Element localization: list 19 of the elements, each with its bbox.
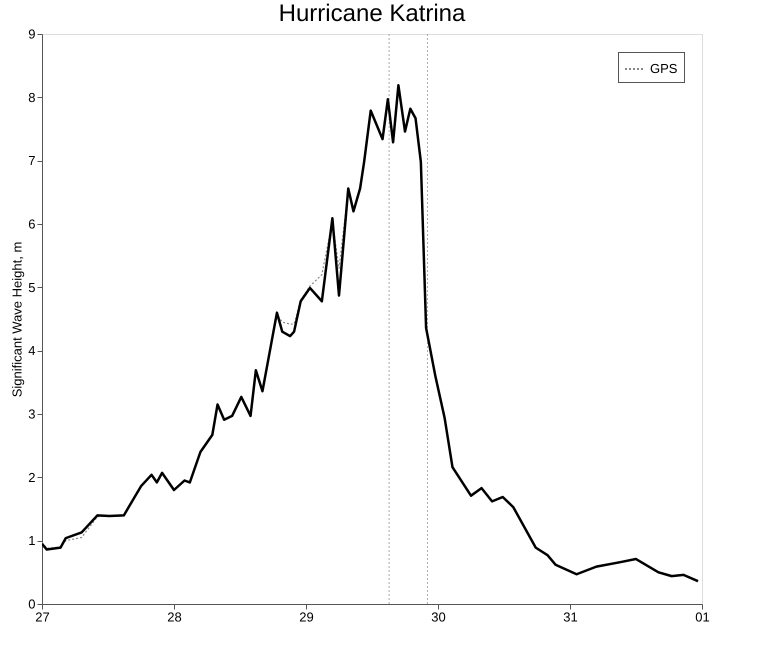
y-tick-label: 6 bbox=[28, 216, 36, 232]
x-tick-label: 27 bbox=[35, 610, 50, 624]
legend-label: GPS bbox=[650, 61, 678, 76]
y-tick-label: 9 bbox=[28, 26, 36, 42]
y-tick-label: 7 bbox=[28, 153, 36, 168]
x-tick-label: 01 bbox=[695, 610, 710, 624]
y-tick-label: 5 bbox=[28, 280, 36, 295]
y-tick-label: 0 bbox=[28, 596, 36, 612]
y-tick-label: 2 bbox=[28, 470, 36, 485]
x-tick-label: 29 bbox=[299, 610, 314, 624]
x-tick-label: 28 bbox=[167, 610, 182, 624]
y-axis-title: Significant Wave Height, m bbox=[9, 242, 24, 398]
chart-title: Hurricane Katrina bbox=[278, 0, 466, 27]
x-tick-label: 30 bbox=[431, 610, 446, 624]
x-tick-label: 31 bbox=[563, 610, 578, 624]
y-tick-label: 8 bbox=[28, 90, 36, 105]
y-tick-label: 3 bbox=[28, 406, 36, 422]
y-tick-label: 4 bbox=[28, 343, 36, 358]
y-tick-label: 1 bbox=[28, 533, 36, 548]
